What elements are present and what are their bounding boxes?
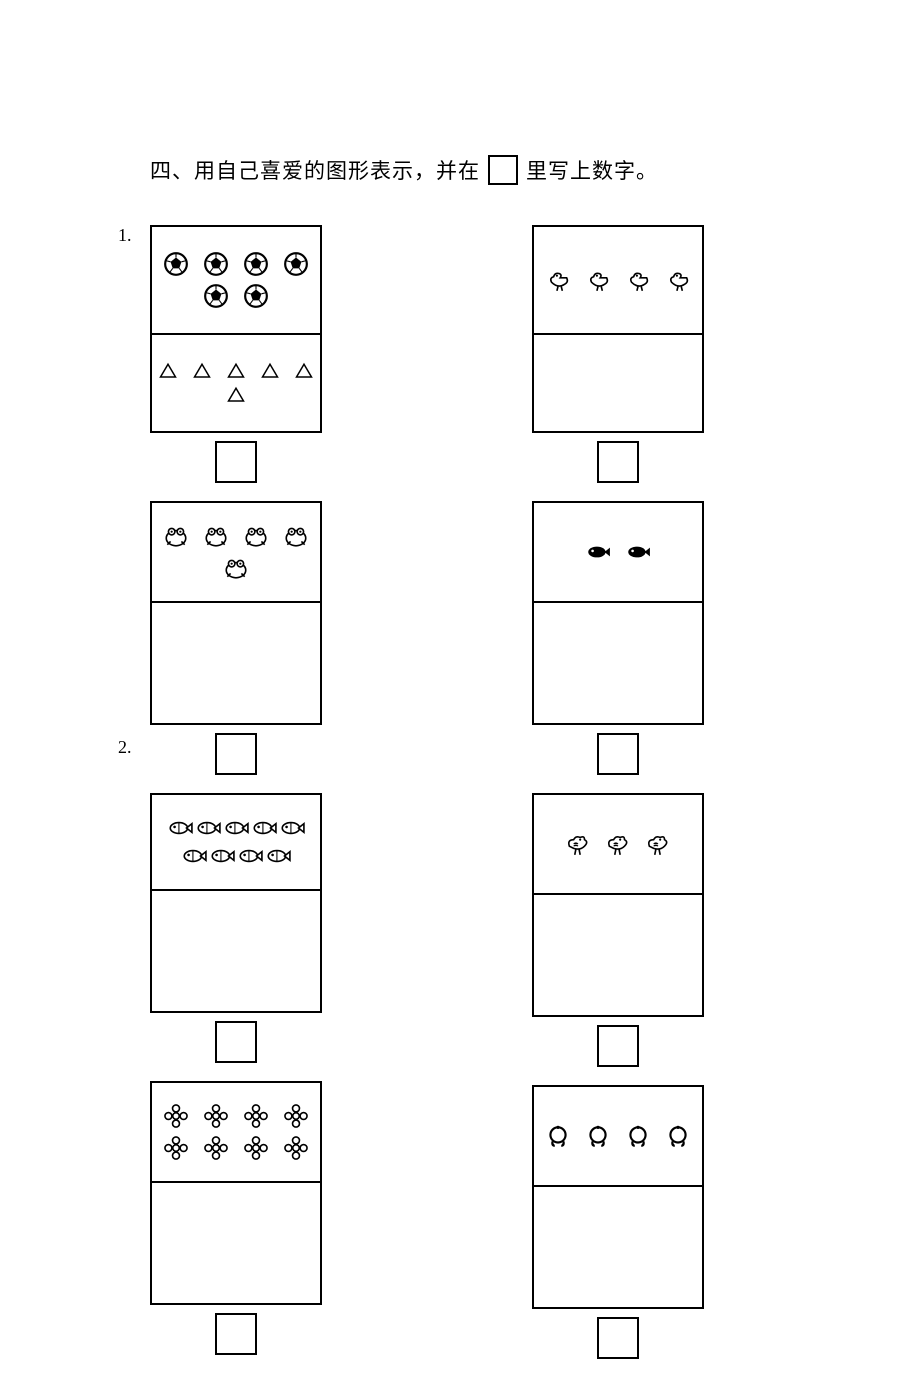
soccer-icon: [243, 251, 269, 277]
triangle-icon: [226, 386, 246, 404]
card-pictures: [534, 795, 702, 895]
flower-icon: [243, 1135, 269, 1161]
flower-icon: [243, 1103, 269, 1129]
soccer-icon: [243, 283, 269, 309]
fish-b-icon: [625, 539, 651, 565]
card-draw-area[interactable]: [152, 1183, 320, 1303]
answer-box[interactable]: [597, 1317, 639, 1359]
question-number-1: 1.: [118, 225, 132, 246]
card-draw-area[interactable]: [534, 1187, 702, 1307]
soccer-icon: [203, 283, 229, 309]
left-column: 1. 2.: [150, 225, 322, 1377]
card-draw-area[interactable]: [534, 603, 702, 723]
counting-card: [150, 793, 322, 1013]
bird-icon: [605, 831, 631, 857]
card-pictures: [152, 227, 320, 335]
counting-card: [150, 501, 322, 725]
card-pictures: [152, 1083, 320, 1183]
triangle-icon: [158, 362, 178, 380]
card-pictures: [152, 503, 320, 603]
soccer-icon: [283, 251, 309, 277]
answer-box[interactable]: [597, 733, 639, 775]
frog-icon: [243, 523, 269, 549]
triangle-icon: [192, 362, 212, 380]
fish-o-icon: [195, 815, 221, 841]
fish-o-icon: [265, 843, 291, 869]
triangle-icon: [226, 362, 246, 380]
counting-card: [532, 501, 704, 725]
inline-answer-box-icon: [488, 155, 518, 185]
question-number-2: 2.: [118, 737, 132, 758]
flower-icon: [283, 1103, 309, 1129]
card-draw-area[interactable]: [152, 603, 320, 723]
answer-box[interactable]: [215, 1021, 257, 1063]
card-draw-area[interactable]: [534, 895, 702, 1015]
counting-card: [532, 225, 704, 433]
fish-o-icon: [209, 843, 235, 869]
answer-box[interactable]: [215, 441, 257, 483]
counting-card: [150, 225, 322, 433]
answer-box[interactable]: [597, 441, 639, 483]
answer-box[interactable]: [215, 733, 257, 775]
fish-o-icon: [181, 843, 207, 869]
fish-o-icon: [279, 815, 305, 841]
flower-icon: [283, 1135, 309, 1161]
triangle-icon: [260, 362, 280, 380]
frog-icon: [223, 555, 249, 581]
right-column: [532, 225, 704, 1377]
duck-icon: [545, 267, 571, 293]
frog-icon: [203, 523, 229, 549]
counting-card: [150, 1081, 322, 1305]
flower-icon: [163, 1103, 189, 1129]
fish-o-icon: [223, 815, 249, 841]
ring-icon: [665, 1123, 691, 1149]
card-pictures: [534, 1087, 702, 1187]
ring-icon: [585, 1123, 611, 1149]
bird-icon: [565, 831, 591, 857]
fish-o-icon: [167, 815, 193, 841]
card-pictures: [534, 227, 702, 335]
answer-box[interactable]: [215, 1313, 257, 1355]
soccer-icon: [203, 251, 229, 277]
ring-icon: [545, 1123, 571, 1149]
frog-icon: [163, 523, 189, 549]
flower-icon: [203, 1135, 229, 1161]
counting-card: [532, 793, 704, 1017]
section-heading: 四、用自己喜爱的图形表示，并在 里写上数字。: [150, 155, 790, 185]
card-draw-area[interactable]: [152, 335, 320, 431]
fish-b-icon: [585, 539, 611, 565]
flower-icon: [203, 1103, 229, 1129]
triangle-icon: [294, 362, 314, 380]
card-pictures: [152, 795, 320, 891]
card-draw-area[interactable]: [534, 335, 702, 431]
ring-icon: [625, 1123, 651, 1149]
fish-o-icon: [251, 815, 277, 841]
answer-box[interactable]: [597, 1025, 639, 1067]
counting-card: [532, 1085, 704, 1309]
heading-prefix: 四、用自己喜爱的图形表示，并在: [150, 155, 480, 185]
card-pictures: [534, 503, 702, 603]
card-draw-area[interactable]: [152, 891, 320, 1011]
frog-icon: [283, 523, 309, 549]
fish-o-icon: [237, 843, 263, 869]
bird-icon: [645, 831, 671, 857]
duck-icon: [625, 267, 651, 293]
duck-icon: [585, 267, 611, 293]
flower-icon: [163, 1135, 189, 1161]
soccer-icon: [163, 251, 189, 277]
heading-suffix: 里写上数字。: [526, 155, 658, 185]
duck-icon: [665, 267, 691, 293]
